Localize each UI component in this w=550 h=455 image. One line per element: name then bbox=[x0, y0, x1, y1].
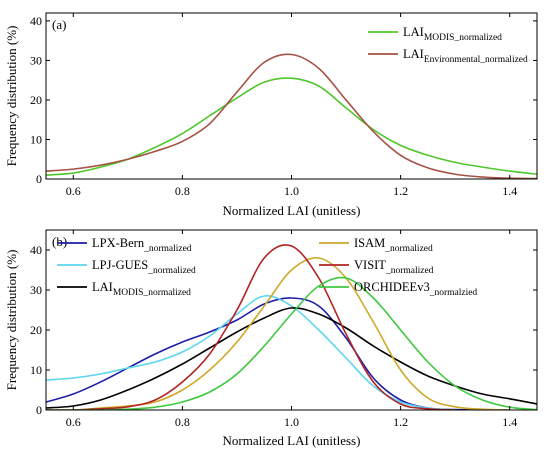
legend-item-2: LPJ-GUES_normalized bbox=[57, 258, 196, 276]
legend-item-4: ISAM_normalized bbox=[319, 236, 433, 254]
legend-label: LPJ-GUES_normalized bbox=[92, 258, 196, 276]
legend-item-1: LAIMODIS_normalized bbox=[368, 25, 502, 43]
legend-name: LAI bbox=[92, 280, 113, 294]
y-tick-label: 40 bbox=[30, 243, 42, 257]
y-tick-label: 30 bbox=[30, 283, 42, 297]
legend-name: LAI bbox=[403, 47, 424, 61]
legend-name: VISIT bbox=[354, 258, 386, 272]
legend-label: VISIT_normalized bbox=[354, 258, 434, 276]
x-tick-label: 1.0 bbox=[284, 415, 299, 429]
series-line-3 bbox=[46, 307, 537, 409]
series-line-5 bbox=[46, 244, 456, 410]
x-axis-label: Normalized LAI (unitless) bbox=[223, 433, 361, 448]
legend-subscript: _normalized bbox=[384, 244, 433, 254]
legend-subscript: _normalized bbox=[147, 266, 196, 276]
y-tick-label: 20 bbox=[30, 323, 42, 337]
legend-name: LPJ-GUES bbox=[92, 258, 148, 272]
y-tick-label: 40 bbox=[30, 14, 42, 28]
legend-label: ISAM_normalized bbox=[354, 236, 433, 254]
y-tick-label: 10 bbox=[30, 132, 42, 146]
series-line-1 bbox=[46, 297, 510, 410]
series-line-4 bbox=[46, 257, 510, 410]
legend-item-5: VISIT_normalized bbox=[319, 258, 434, 276]
x-tick-label: 0.8 bbox=[175, 184, 190, 198]
legend-label: ORCHIDEEv3_normalzied bbox=[354, 280, 477, 298]
y-tick-label: 0 bbox=[36, 172, 42, 186]
panel-label: (b) bbox=[52, 234, 67, 249]
legend-label: LPX-Bern_normalized bbox=[92, 236, 192, 254]
legend-name: LPX-Bern bbox=[92, 236, 145, 250]
legend-subscript: _normalzied bbox=[429, 288, 478, 298]
legend-name: ISAM bbox=[354, 236, 385, 250]
x-tick-label: 0.8 bbox=[175, 415, 190, 429]
y-tick-label: 20 bbox=[30, 93, 42, 107]
legend-item-3: LAIMODIS_normalized bbox=[57, 280, 191, 298]
x-tick-label: 1.2 bbox=[393, 415, 408, 429]
legend-item-6: ORCHIDEEv3_normalzied bbox=[319, 280, 477, 298]
series-line-6 bbox=[46, 276, 537, 410]
x-tick-label: 0.6 bbox=[66, 184, 81, 198]
x-tick-label: 1.2 bbox=[393, 184, 408, 198]
series-line-2 bbox=[46, 295, 456, 410]
y-tick-label: 10 bbox=[30, 363, 42, 377]
x-tick-label: 1.4 bbox=[502, 415, 517, 429]
x-tick-label: 1.4 bbox=[502, 184, 517, 198]
x-tick-label: 1.0 bbox=[284, 184, 299, 198]
legend-name: ORCHIDEEv3 bbox=[354, 280, 430, 294]
legend-item-1: LPX-Bern_normalized bbox=[57, 236, 192, 254]
y-axis-label: Frequency distribution (%) bbox=[4, 250, 19, 391]
legend-subscript: MODIS_normalized bbox=[424, 33, 502, 43]
series-line-2 bbox=[46, 53, 537, 179]
legend-subscript: Environmental_normalized bbox=[424, 55, 528, 65]
plot-frame bbox=[45, 229, 538, 411]
legend-label: LAIEnvironmental_normalized bbox=[403, 47, 528, 65]
legend-label: LAIMODIS_normalized bbox=[92, 280, 191, 298]
y-tick-label: 30 bbox=[30, 53, 42, 67]
legend-subscript: _normalized bbox=[385, 266, 434, 276]
chart-panel-2: 0.6 0.8 1.0 1.2 1.4 0 10 20 30 40 Normalized LAI (… bbox=[4, 229, 538, 448]
panel-label: (a) bbox=[52, 17, 66, 32]
legend-name: LAI bbox=[403, 25, 424, 39]
legend-subscript: _normalized bbox=[143, 244, 192, 254]
chart-panel-1: 0.6 0.8 1.0 1.2 1.4 0 10 20 30 40 Normalized LAI (… bbox=[4, 12, 538, 218]
x-axis-label: Normalized LAI (unitless) bbox=[223, 203, 361, 218]
y-tick-label: 0 bbox=[36, 403, 42, 417]
legend-subscript: MODIS_normalized bbox=[113, 288, 191, 298]
legend-label: LAIMODIS_normalized bbox=[403, 25, 502, 43]
x-tick-label: 0.6 bbox=[66, 415, 81, 429]
y-axis-label: Frequency distribution (%) bbox=[4, 26, 19, 167]
legend-item-2: LAIEnvironmental_normalized bbox=[368, 47, 528, 65]
